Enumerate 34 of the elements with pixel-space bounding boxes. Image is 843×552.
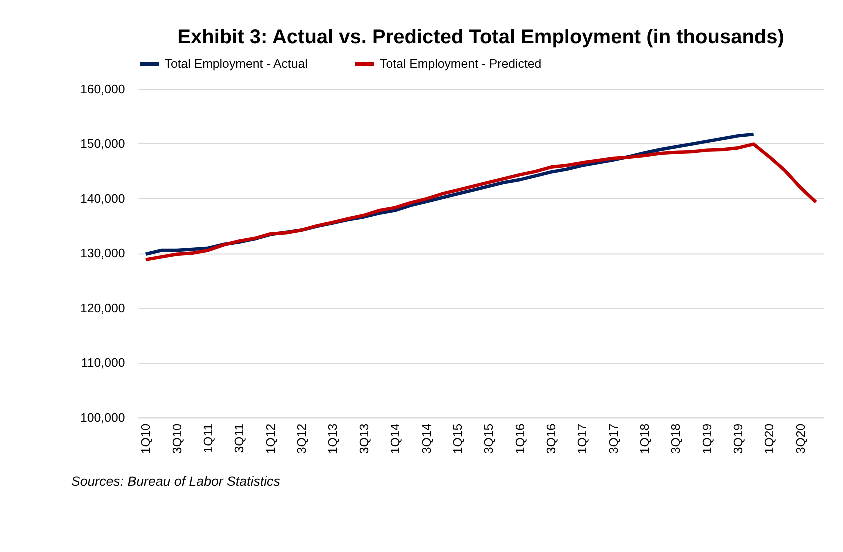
x-tick-label: 1Q12 [264, 424, 278, 454]
y-tick-label: 140,000 [80, 192, 126, 206]
x-tick-label: 1Q20 [762, 424, 777, 454]
chart-title: Exhibit 3: Actual vs. Predicted Total Employment (in thousands) [178, 26, 784, 48]
y-tick-label: 130,000 [80, 246, 126, 261]
x-tick-label: 3Q13 [357, 424, 372, 454]
x-tick-label: 1Q16 [513, 424, 528, 454]
x-tick-label: 3Q20 [794, 424, 808, 454]
x-tick-label: 3Q17 [606, 424, 621, 454]
legend-label: Total Employment - Predicted [380, 57, 542, 72]
source-note: Sources: Bureau of Labor Statistics [71, 474, 281, 490]
x-tick-label: 3Q14 [420, 424, 434, 454]
x-tick-label: 1Q18 [638, 424, 652, 454]
y-tick-label: 150,000 [80, 137, 126, 152]
x-tick-label: 1Q11 [202, 424, 216, 454]
y-tick-label: 160,000 [80, 82, 126, 96]
x-tick-label: 1Q13 [326, 424, 340, 454]
x-tick-label: 3Q11 [232, 424, 247, 454]
y-tick-label: 120,000 [80, 301, 126, 316]
x-tick-label: 1Q19 [700, 424, 714, 454]
line-series [144, 142, 818, 262]
x-tick-label: 3Q12 [295, 424, 310, 454]
x-tick-label: 3Q10 [170, 424, 184, 454]
y-tick-label: 100,000 [80, 410, 126, 425]
x-tick-label: 1Q17 [576, 424, 590, 454]
x-tick-label: 3Q19 [732, 424, 746, 454]
x-tick-label: 1Q15 [450, 424, 465, 454]
x-tick-label: 1Q10 [139, 424, 154, 454]
y-tick-label: 110,000 [81, 356, 126, 370]
x-tick-label: 3Q16 [544, 424, 558, 454]
x-tick-label: 1Q14 [388, 424, 403, 454]
legend-label: Total Employment - Actual [164, 57, 308, 72]
x-tick-label: 3Q18 [669, 424, 684, 454]
x-tick-label: 3Q15 [482, 424, 496, 454]
